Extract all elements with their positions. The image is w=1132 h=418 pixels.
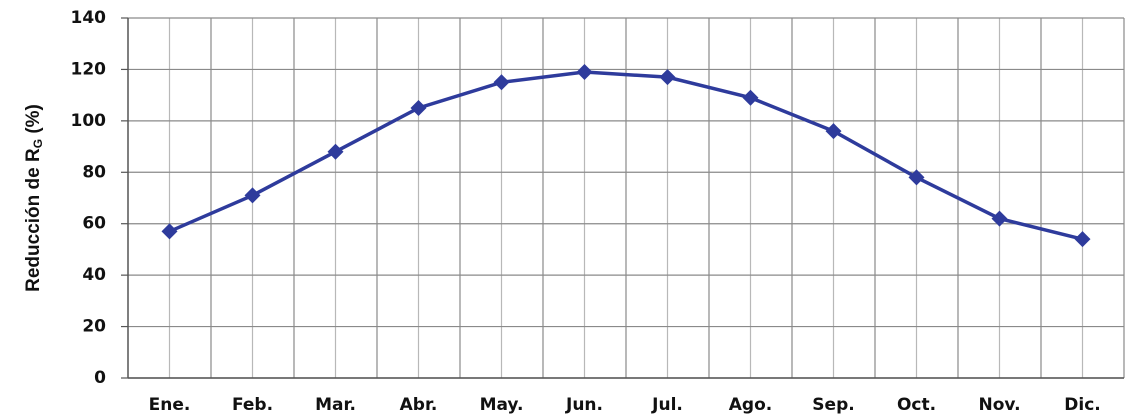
y-tick-label: 60: [82, 214, 106, 234]
x-tick-label: Jun.: [565, 395, 603, 415]
y-label-subscript: G: [31, 139, 45, 148]
x-tick-label: Ene.: [149, 395, 191, 415]
marker: [991, 210, 1008, 227]
y-tick-label: 0: [94, 368, 106, 388]
marker: [244, 187, 261, 204]
marker: [493, 74, 510, 91]
x-tick-label: Ago.: [729, 395, 772, 415]
y-tick-label: 20: [82, 317, 106, 337]
line: [168, 70, 1083, 241]
marker: [659, 69, 676, 86]
y-tick-label: 40: [82, 265, 106, 285]
marker: [576, 64, 593, 80]
x-tick-label: Sep.: [812, 395, 854, 415]
y-label-suffix: (%): [23, 104, 44, 139]
y-tick-label: 100: [71, 111, 107, 131]
marker: [825, 123, 842, 140]
marker: [908, 169, 925, 186]
y-tick-label: 120: [71, 59, 107, 79]
y-tick-label: 140: [71, 8, 107, 28]
marker: [410, 100, 427, 116]
marker: [1074, 231, 1091, 248]
y-axis-label: Reducción de RG (%): [23, 104, 45, 292]
x-tick-label: Abr.: [400, 395, 438, 415]
x-tick-label: Oct.: [897, 395, 936, 415]
y-tick-label: 80: [82, 162, 106, 182]
x-tick-label: Feb.: [232, 395, 273, 415]
x-tick-label: Jul.: [651, 395, 683, 415]
marker: [327, 143, 344, 160]
x-tick-label: May.: [480, 395, 524, 415]
x-tick-label: Mar.: [315, 395, 356, 415]
marker: [161, 223, 178, 240]
y-label-text: Reducción de R: [23, 148, 44, 292]
marker: [742, 89, 759, 106]
x-tick-label: Dic.: [1064, 395, 1100, 415]
x-tick-label: Nov.: [978, 395, 1020, 415]
